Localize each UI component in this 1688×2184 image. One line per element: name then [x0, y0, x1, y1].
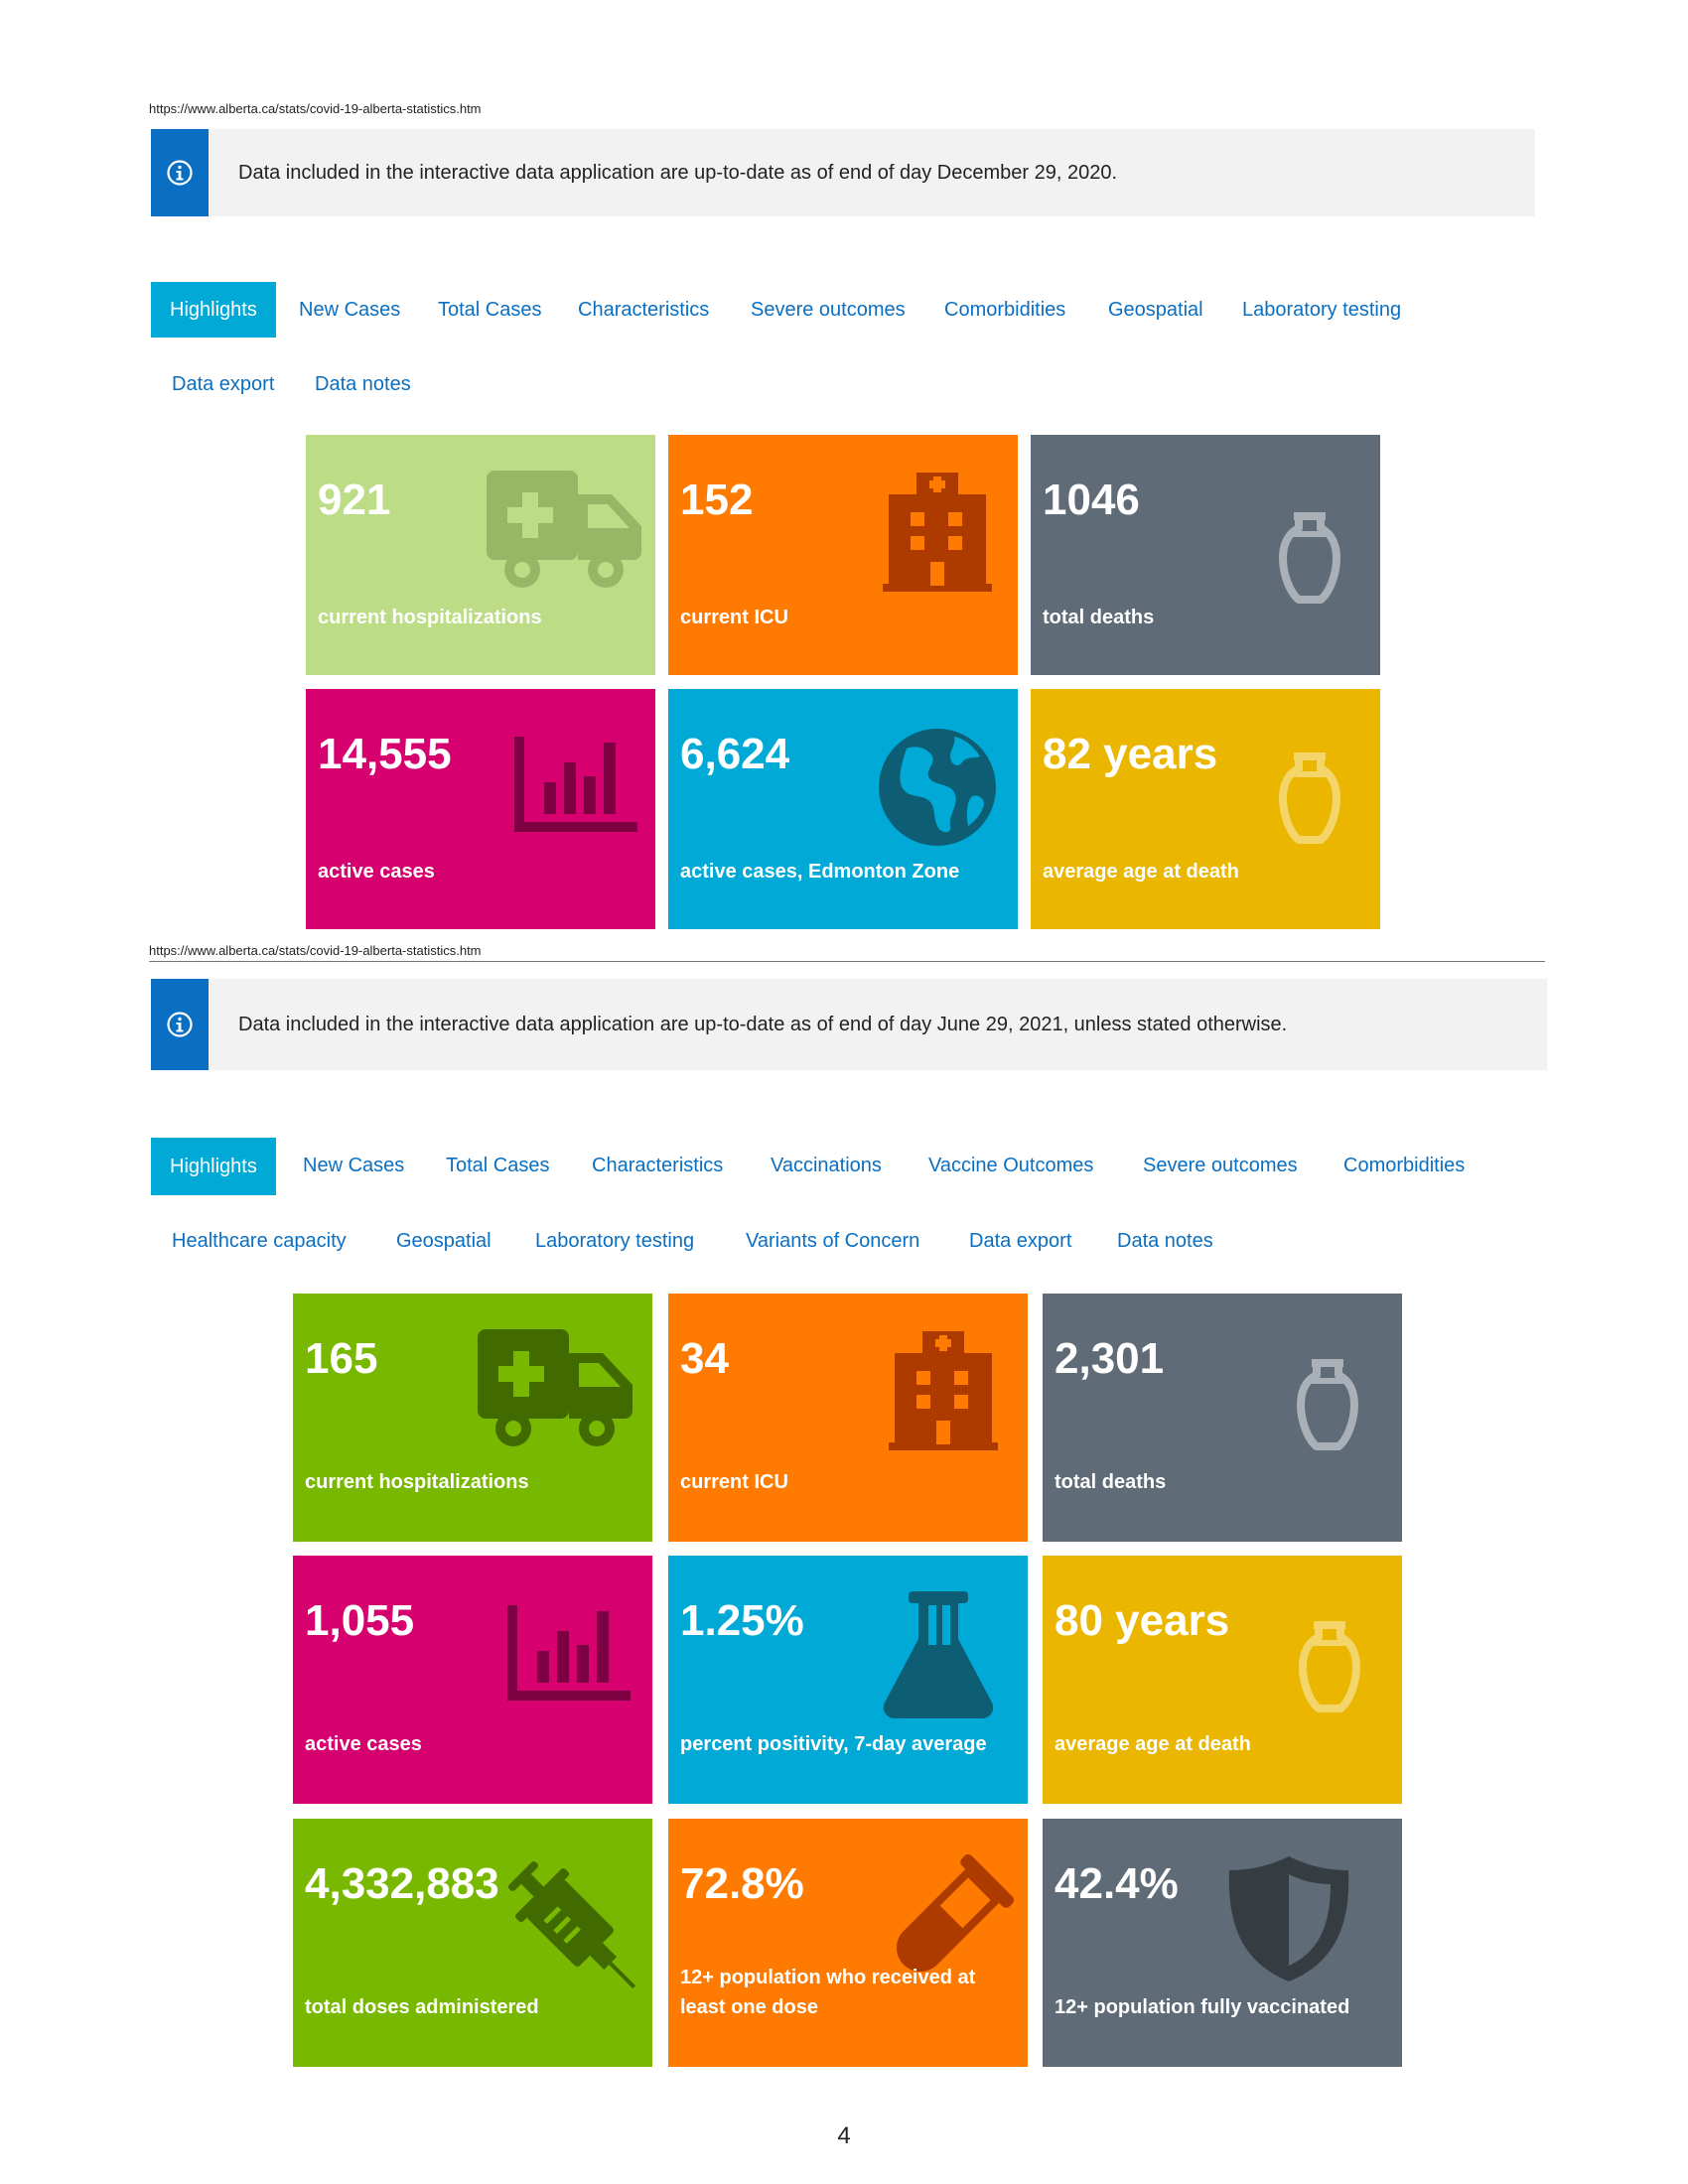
info-text: Data included in the interactive data ap…: [238, 161, 1118, 184]
tile-value: 42.4%: [1055, 1859, 1179, 1908]
source-url: https://www.alberta.ca/stats/covid-19-al…: [149, 101, 482, 116]
info-icon: [151, 979, 209, 1070]
tile-label: current ICU: [680, 607, 788, 628]
tab-healthcare-capacity[interactable]: Healthcare capacity: [172, 1230, 347, 1252]
tab-data-notes[interactable]: Data notes: [1117, 1230, 1213, 1252]
tile-label-line2: least one dose: [680, 1996, 818, 2018]
urn-icon: [1279, 512, 1340, 604]
globe-icon: [879, 729, 996, 846]
tile-label: total deaths: [1043, 607, 1155, 628]
tab-new-cases[interactable]: New Cases: [303, 1155, 405, 1176]
tile-active-cases-edmonton: 6,624 active cases, Edmonton Zone: [668, 689, 1018, 929]
hospital-icon: [889, 1331, 998, 1450]
tab-laboratory-testing[interactable]: Laboratory testing: [1242, 299, 1402, 321]
tile-value: 1,055: [305, 1596, 415, 1645]
tab-characteristics[interactable]: Characteristics: [578, 299, 710, 321]
tab-geospatial[interactable]: Geospatial: [1108, 299, 1203, 321]
ambulance-icon: [487, 471, 641, 588]
tile-value: 6,624: [680, 730, 790, 778]
tile-value: 165: [305, 1334, 378, 1383]
tile-value: 1046: [1043, 476, 1140, 524]
tab-variants-of-concern[interactable]: Variants of Concern: [746, 1230, 920, 1252]
tile-label: active cases, Edmonton Zone: [680, 861, 960, 883]
tile-current-hospitalizations: 921 current hospitalizations: [306, 435, 655, 675]
tile-active-cases: 1,055 active cases: [293, 1556, 652, 1804]
tab-highlights[interactable]: Highlights: [151, 1138, 276, 1195]
tab-data-export[interactable]: Data export: [969, 1230, 1072, 1252]
tile-value: 80 years: [1055, 1596, 1230, 1645]
urn-icon: [1279, 752, 1340, 844]
tile-total-deaths: 2,301 total deaths: [1043, 1294, 1402, 1542]
info-icon: [151, 129, 209, 216]
tile-total-doses: 4,332,883 total doses administered: [293, 1819, 652, 2067]
syringe-icon: [507, 1860, 636, 1989]
info-text: Data included in the interactive data ap…: [238, 1013, 1288, 1035]
tile-label: average age at death: [1055, 1733, 1251, 1755]
tile-average-age-death: 82 years average age at death: [1031, 689, 1380, 929]
tab-data-notes[interactable]: Data notes: [315, 373, 411, 395]
tab-severe-outcomes[interactable]: Severe outcomes: [751, 299, 906, 321]
tab-vaccinations[interactable]: Vaccinations: [771, 1155, 882, 1176]
tab-comorbidities[interactable]: Comorbidities: [1343, 1155, 1466, 1176]
tile-label: total deaths: [1055, 1471, 1167, 1493]
tile-label: active cases: [305, 1733, 422, 1755]
tile-average-age-death: 80 years average age at death: [1043, 1556, 1402, 1804]
tile-label: 12+ population fully vaccinated: [1055, 1996, 1350, 2018]
tile-total-deaths: 1046 total deaths: [1031, 435, 1380, 675]
tile-percent-positivity: 1.25% percent positivity, 7-day average: [668, 1556, 1028, 1804]
tile-label: current ICU: [680, 1471, 788, 1493]
tile-value: 34: [680, 1334, 729, 1383]
tab-highlights[interactable]: Highlights: [151, 282, 276, 338]
ambulance-icon: [478, 1329, 633, 1446]
urn-icon: [1299, 1621, 1360, 1712]
urn-icon: [1297, 1359, 1358, 1450]
tile-label: current hospitalizations: [305, 1471, 529, 1493]
source-url: https://www.alberta.ca/stats/covid-19-al…: [149, 943, 482, 958]
bar-chart-icon: [514, 737, 637, 832]
tab-total-cases[interactable]: Total Cases: [438, 299, 542, 321]
tile-value: 4,332,883: [305, 1859, 499, 1908]
tile-label: percent positivity, 7-day average: [680, 1733, 987, 1755]
tile-label: current hospitalizations: [318, 607, 542, 628]
tab-geospatial[interactable]: Geospatial: [396, 1230, 492, 1252]
tile-value: 1.25%: [680, 1596, 804, 1645]
hospital-icon: [883, 473, 992, 592]
tile-first-dose: 72.8% 12+ population who received at lea…: [668, 1819, 1028, 2067]
info-banner: Data included in the interactive data ap…: [151, 129, 1535, 216]
tile-fully-vaccinated: 42.4% 12+ population fully vaccinated: [1043, 1819, 1402, 2067]
tab-laboratory-testing[interactable]: Laboratory testing: [535, 1230, 695, 1252]
tile-value: 2,301: [1055, 1334, 1165, 1383]
tile-value: 152: [680, 476, 754, 524]
tile-value: 82 years: [1043, 730, 1218, 778]
tab-new-cases[interactable]: New Cases: [299, 299, 401, 321]
tile-value: 14,555: [318, 730, 452, 778]
tile-value: 72.8%: [680, 1859, 804, 1908]
tab-severe-outcomes[interactable]: Severe outcomes: [1143, 1155, 1298, 1176]
tile-current-icu: 34 current ICU: [668, 1294, 1028, 1542]
tile-label: average age at death: [1043, 861, 1239, 883]
shield-icon: [1228, 1856, 1349, 1981]
tab-data-export[interactable]: Data export: [172, 373, 275, 395]
tile-label: active cases: [318, 861, 435, 883]
flask-icon: [883, 1591, 994, 1718]
tile-current-icu: 152 current ICU: [668, 435, 1018, 675]
info-banner: Data included in the interactive data ap…: [151, 979, 1547, 1070]
tab-total-cases[interactable]: Total Cases: [446, 1155, 550, 1176]
bar-chart-icon: [507, 1605, 631, 1701]
tile-active-cases: 14,555 active cases: [306, 689, 655, 929]
tab-vaccine-outcomes[interactable]: Vaccine Outcomes: [928, 1155, 1094, 1176]
tab-characteristics[interactable]: Characteristics: [592, 1155, 724, 1176]
divider: [149, 961, 1545, 962]
tile-current-hospitalizations: 165 current hospitalizations: [293, 1294, 652, 1542]
tile-label: total doses administered: [305, 1996, 539, 2018]
test-tube-icon: [896, 1854, 1014, 1973]
tile-value: 921: [318, 476, 391, 524]
tile-label-line1: 12+ population who received at: [680, 1967, 976, 1988]
tab-comorbidities[interactable]: Comorbidities: [944, 299, 1066, 321]
page-number: 4: [837, 2122, 851, 2149]
